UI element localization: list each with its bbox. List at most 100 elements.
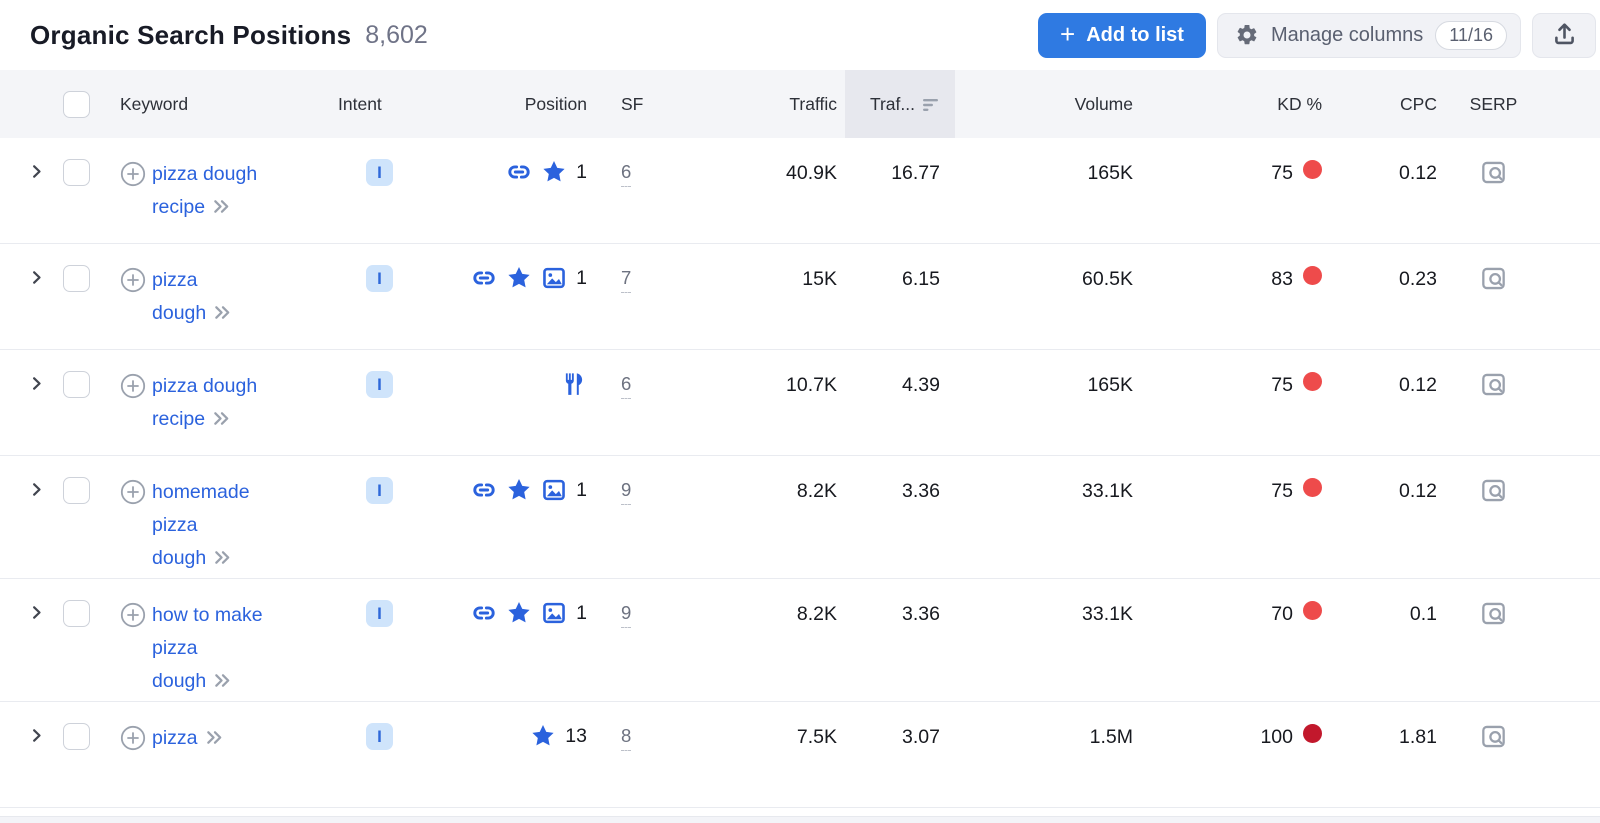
traffic-value: 8.2K: [796, 480, 837, 502]
add-keyword-circle-icon[interactable]: [120, 479, 146, 505]
volume-value: 60.5K: [1082, 268, 1133, 290]
gear-icon: [1235, 23, 1259, 47]
double-chevron-icon[interactable]: [212, 406, 231, 439]
sf-cell: 8: [595, 702, 672, 751]
toolbar-actions: + Add to list Manage columns 11/16: [1038, 12, 1596, 58]
keyword-link[interactable]: pizza: [152, 727, 198, 749]
double-chevron-icon[interactable]: [213, 545, 232, 578]
expand-row-chevron-icon[interactable]: [27, 726, 46, 745]
keyword-link[interactable]: pizza dough recipe: [152, 163, 258, 218]
double-chevron-icon[interactable]: [213, 300, 232, 333]
kd-cell: 100: [1140, 702, 1330, 750]
column-header-serp[interactable]: SERP: [1469, 93, 1518, 114]
traffic-value: 40.9K: [786, 162, 837, 184]
column-header-cpc[interactable]: CPC: [1400, 93, 1437, 114]
intent-badge[interactable]: I: [366, 371, 393, 398]
star-icon: [506, 600, 532, 626]
double-chevron-icon[interactable]: [205, 725, 224, 758]
serp-preview-icon[interactable]: [1480, 265, 1507, 292]
add-keyword-circle-icon[interactable]: [120, 725, 146, 751]
image-icon: [541, 477, 567, 503]
add-keyword-circle-icon[interactable]: [120, 373, 146, 399]
double-chevron-icon[interactable]: [212, 194, 231, 227]
column-header-volume[interactable]: Volume: [1074, 93, 1133, 114]
select-all-checkbox[interactable]: [63, 90, 90, 118]
keyword-cell: pizza dough recipe: [110, 138, 330, 227]
expand-row-chevron-icon[interactable]: [27, 162, 46, 181]
row-checkbox[interactable]: [63, 477, 90, 504]
add-keyword-circle-icon[interactable]: [120, 161, 146, 187]
column-header-keyword[interactable]: Keyword: [120, 93, 189, 114]
row-checkbox[interactable]: [63, 159, 90, 186]
column-header-traffic-pct[interactable]: Traf...: [845, 70, 955, 138]
intent-badge[interactable]: I: [366, 265, 393, 292]
sf-value[interactable]: 8: [621, 725, 632, 751]
position-value: 1: [576, 479, 587, 501]
traffic-value: 10.7K: [786, 374, 837, 396]
column-header-intent[interactable]: Intent: [338, 93, 382, 114]
kd-value: 100: [1260, 726, 1293, 748]
expand-row-chevron-icon[interactable]: [27, 268, 46, 287]
traffic-pct-value: 3.36: [902, 603, 940, 625]
star-icon: [530, 723, 556, 749]
serp-cell: [1447, 579, 1540, 627]
position-cell: 1: [440, 456, 595, 503]
column-header-traffic[interactable]: Traffic: [789, 93, 837, 114]
traffic-pct-cell: 3.36: [845, 579, 955, 627]
row-checkbox[interactable]: [63, 723, 90, 750]
serp-preview-icon[interactable]: [1480, 477, 1507, 504]
keyword-link[interactable]: homemade pizza dough: [152, 481, 250, 569]
keyword-link[interactable]: pizza dough: [152, 269, 207, 324]
star-icon: [506, 265, 532, 291]
column-header-sf[interactable]: SF: [621, 93, 644, 114]
table-body: pizza dough recipe I 1 6 40.9K 16.77 165…: [0, 138, 1600, 808]
traffic-cell: 7.5K: [672, 702, 845, 750]
serp-preview-icon[interactable]: [1480, 723, 1507, 750]
cpc-cell: 0.12: [1330, 350, 1447, 398]
column-header-position[interactable]: Position: [524, 93, 587, 114]
expander-cell: [0, 138, 60, 181]
cpc-value: 0.1: [1409, 603, 1437, 625]
sf-value[interactable]: 6: [621, 161, 632, 187]
expander-cell: [0, 244, 60, 287]
serp-preview-icon[interactable]: [1480, 159, 1507, 186]
sf-value[interactable]: 9: [621, 602, 632, 628]
intent-badge[interactable]: I: [366, 477, 393, 504]
add-keyword-circle-icon[interactable]: [120, 267, 146, 293]
intent-badge[interactable]: I: [366, 723, 393, 750]
star-icon: [506, 477, 532, 503]
position-value: 1: [576, 267, 587, 289]
table-row: how to make pizza dough I 1 9 8.2K 3.36 …: [0, 579, 1600, 702]
traffic-cell: 8.2K: [672, 456, 845, 504]
position-features: [561, 371, 587, 397]
link-icon: [471, 600, 497, 626]
manage-columns-button[interactable]: Manage columns 11/16: [1216, 12, 1521, 58]
table-row: homemade pizza dough I 1 9 8.2K 3.36 33.…: [0, 456, 1600, 579]
row-checkbox[interactable]: [63, 600, 90, 627]
keyword-link[interactable]: how to make pizza dough: [152, 604, 263, 692]
keyword-link[interactable]: pizza dough recipe: [152, 375, 258, 430]
sf-value[interactable]: 9: [621, 479, 632, 505]
cpc-value: 0.12: [1399, 480, 1437, 502]
serp-preview-icon[interactable]: [1480, 371, 1507, 398]
row-checkbox[interactable]: [63, 265, 90, 292]
intent-badge[interactable]: I: [366, 159, 393, 186]
expand-row-chevron-icon[interactable]: [27, 480, 46, 499]
expand-row-chevron-icon[interactable]: [27, 374, 46, 393]
expand-row-chevron-icon[interactable]: [27, 603, 46, 622]
intent-cell: I: [330, 456, 440, 504]
keyword-cell: pizza: [110, 702, 330, 758]
position-features: [471, 265, 567, 291]
export-button[interactable]: [1532, 12, 1596, 58]
traffic-pct-cell: 16.77: [845, 138, 955, 186]
sf-value[interactable]: 6: [621, 373, 632, 399]
traffic-pct-cell: 3.36: [845, 456, 955, 504]
intent-badge[interactable]: I: [366, 600, 393, 627]
serp-preview-icon[interactable]: [1480, 600, 1507, 627]
sf-value[interactable]: 7: [621, 267, 632, 293]
add-keyword-circle-icon[interactable]: [120, 602, 146, 628]
row-checkbox[interactable]: [63, 371, 90, 398]
double-chevron-icon[interactable]: [213, 668, 232, 701]
add-to-list-button[interactable]: + Add to list: [1038, 12, 1206, 58]
column-header-kd[interactable]: KD %: [1277, 93, 1322, 114]
